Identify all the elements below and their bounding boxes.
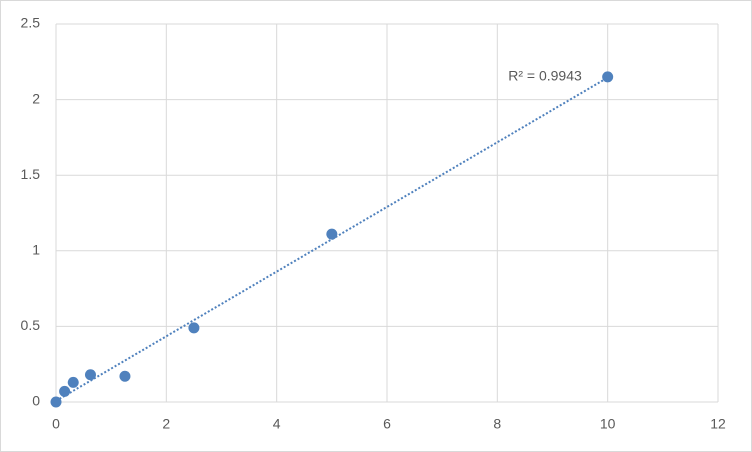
point	[59, 385, 71, 397]
grid	[55, 23, 719, 403]
y-tick-label: 1	[32, 242, 40, 258]
point	[84, 369, 96, 381]
x-tick-label: 6	[383, 416, 391, 432]
x-tick-label: 12	[710, 416, 726, 432]
point	[188, 322, 200, 334]
y-tick-label: 2.5	[21, 15, 41, 31]
x-tick-label: 2	[162, 416, 170, 432]
trendline	[55, 76, 609, 402]
point	[50, 396, 62, 408]
y-tick-label: 0.5	[21, 317, 41, 333]
point	[67, 376, 79, 388]
x-tick-label: 8	[493, 416, 501, 432]
point	[119, 370, 131, 382]
y-tick-label: 0	[32, 393, 40, 409]
y-tick-label: 2	[32, 90, 40, 106]
point	[602, 71, 614, 83]
point	[326, 228, 338, 240]
x-tick-label: 10	[600, 416, 616, 432]
plot	[50, 71, 614, 408]
x-tick-label: 0	[52, 416, 60, 432]
annotation: R² = 0.9943	[508, 68, 582, 84]
x-tick-label: 4	[273, 416, 281, 432]
y-tick-label: 1.5	[21, 166, 41, 182]
